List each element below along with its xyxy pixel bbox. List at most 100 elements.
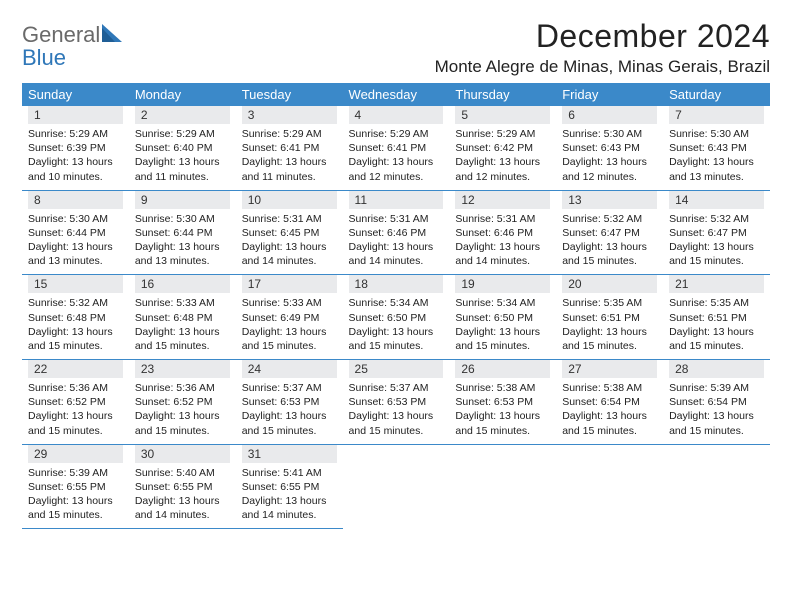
calendar-cell: 3Sunrise: 5:29 AMSunset: 6:41 PMDaylight… — [236, 106, 343, 190]
day-number: 11 — [349, 191, 444, 209]
daylight-line: Daylight: 13 hours — [562, 325, 657, 339]
daylight-line: Daylight: 13 hours — [669, 240, 764, 254]
daylight-line: and 15 minutes. — [455, 339, 550, 353]
sunset-line: Sunset: 6:41 PM — [242, 141, 337, 155]
daylight-line: Daylight: 13 hours — [455, 325, 550, 339]
daylight-line: Daylight: 13 hours — [28, 240, 123, 254]
day-header-row: Sunday Monday Tuesday Wednesday Thursday… — [22, 83, 770, 106]
day-number: 16 — [135, 275, 230, 293]
sunset-line: Sunset: 6:39 PM — [28, 141, 123, 155]
day-header: Thursday — [449, 83, 556, 106]
calendar-cell: 28Sunrise: 5:39 AMSunset: 6:54 PMDayligh… — [663, 360, 770, 445]
sunset-line: Sunset: 6:46 PM — [455, 226, 550, 240]
calendar-cell: 17Sunrise: 5:33 AMSunset: 6:49 PMDayligh… — [236, 275, 343, 360]
sunset-line: Sunset: 6:54 PM — [562, 395, 657, 409]
daylight-line: Daylight: 13 hours — [349, 325, 444, 339]
calendar-cell: 13Sunrise: 5:32 AMSunset: 6:47 PMDayligh… — [556, 190, 663, 275]
daylight-line: Daylight: 13 hours — [135, 409, 230, 423]
daylight-line: Daylight: 13 hours — [28, 155, 123, 169]
daylight-line: and 14 minutes. — [242, 508, 337, 522]
day-number: 25 — [349, 360, 444, 378]
sunrise-line: Sunrise: 5:37 AM — [349, 381, 444, 395]
daylight-line: and 13 minutes. — [28, 254, 123, 268]
logo-blue-text: Blue — [22, 45, 66, 70]
day-number: 12 — [455, 191, 550, 209]
calendar-cell: 30Sunrise: 5:40 AMSunset: 6:55 PMDayligh… — [129, 444, 236, 529]
calendar-cell: 26Sunrise: 5:38 AMSunset: 6:53 PMDayligh… — [449, 360, 556, 445]
sunset-line: Sunset: 6:53 PM — [455, 395, 550, 409]
daylight-line: Daylight: 13 hours — [669, 325, 764, 339]
day-number: 10 — [242, 191, 337, 209]
day-number: 28 — [669, 360, 764, 378]
calendar-cell — [663, 444, 770, 529]
daylight-line: and 12 minutes. — [349, 170, 444, 184]
calendar-cell: 20Sunrise: 5:35 AMSunset: 6:51 PMDayligh… — [556, 275, 663, 360]
daylight-line: Daylight: 13 hours — [28, 325, 123, 339]
day-number: 5 — [455, 106, 550, 124]
daylight-line: and 11 minutes. — [242, 170, 337, 184]
daylight-line: Daylight: 13 hours — [28, 409, 123, 423]
daylight-line: Daylight: 13 hours — [562, 240, 657, 254]
daylight-line: Daylight: 13 hours — [455, 155, 550, 169]
daylight-line: and 15 minutes. — [669, 424, 764, 438]
sunset-line: Sunset: 6:44 PM — [135, 226, 230, 240]
daylight-line: Daylight: 13 hours — [349, 409, 444, 423]
sunrise-line: Sunrise: 5:31 AM — [455, 212, 550, 226]
day-number: 3 — [242, 106, 337, 124]
daylight-line: and 14 minutes. — [455, 254, 550, 268]
calendar-cell: 25 Sunrise: 5:37 AMSunset: 6:53 PMDayligh… — [343, 360, 450, 445]
day-header: Monday — [129, 83, 236, 106]
daylight-line: Daylight: 13 hours — [135, 240, 230, 254]
sunset-line: Sunset: 6:53 PM — [349, 395, 444, 409]
sunrise-line: Sunrise: 5:29 AM — [135, 127, 230, 141]
sunset-line: Sunset: 6:55 PM — [28, 480, 123, 494]
sunset-line: Sunset: 6:55 PM — [242, 480, 337, 494]
daylight-line: and 13 minutes. — [669, 170, 764, 184]
calendar-row: 8Sunrise: 5:30 AMSunset: 6:44 PMDaylight… — [22, 190, 770, 275]
calendar-cell: 1Sunrise: 5:29 AMSunset: 6:39 PMDaylight… — [22, 106, 129, 190]
sunrise-line: Sunrise: 5:29 AM — [242, 127, 337, 141]
calendar-cell: 31Sunrise: 5:41 AMSunset: 6:55 PMDayligh… — [236, 444, 343, 529]
daylight-line: and 14 minutes. — [242, 254, 337, 268]
daylight-line: and 15 minutes. — [28, 424, 123, 438]
calendar-cell: 16Sunrise: 5:33 AMSunset: 6:48 PMDayligh… — [129, 275, 236, 360]
daylight-line: Daylight: 13 hours — [562, 155, 657, 169]
daylight-line: and 13 minutes. — [135, 254, 230, 268]
daylight-line: and 11 minutes. — [135, 170, 230, 184]
day-number: 26 — [455, 360, 550, 378]
sunrise-line: Sunrise: 5:29 AM — [455, 127, 550, 141]
sunrise-line: Sunrise: 5:41 AM — [242, 466, 337, 480]
day-number: 9 — [135, 191, 230, 209]
sunset-line: Sunset: 6:47 PM — [669, 226, 764, 240]
day-number: 7 — [669, 106, 764, 124]
day-number: 21 — [669, 275, 764, 293]
day-number: 18 — [349, 275, 444, 293]
calendar-cell — [449, 444, 556, 529]
calendar-cell: 10Sunrise: 5:31 AMSunset: 6:45 PMDayligh… — [236, 190, 343, 275]
daylight-line: and 10 minutes. — [28, 170, 123, 184]
sunset-line: Sunset: 6:49 PM — [242, 311, 337, 325]
daylight-line: Daylight: 13 hours — [242, 325, 337, 339]
sunrise-line: Sunrise: 5:33 AM — [135, 296, 230, 310]
sunrise-line: Sunrise: 5:31 AM — [242, 212, 337, 226]
day-number: 13 — [562, 191, 657, 209]
calendar-cell: 18Sunrise: 5:34 AMSunset: 6:50 PMDayligh… — [343, 275, 450, 360]
sunrise-line: Sunrise: 5:32 AM — [562, 212, 657, 226]
daylight-line: and 15 minutes. — [135, 339, 230, 353]
daylight-line: and 12 minutes. — [455, 170, 550, 184]
day-number: 8 — [28, 191, 123, 209]
daylight-line: and 15 minutes. — [562, 339, 657, 353]
daylight-line: Daylight: 13 hours — [28, 494, 123, 508]
daylight-line: Daylight: 13 hours — [242, 409, 337, 423]
daylight-line: and 15 minutes. — [349, 424, 444, 438]
calendar-cell: 23Sunrise: 5:36 AMSunset: 6:52 PMDayligh… — [129, 360, 236, 445]
calendar-row: 15Sunrise: 5:32 AMSunset: 6:48 PMDayligh… — [22, 275, 770, 360]
calendar-cell — [343, 444, 450, 529]
daylight-line: Daylight: 13 hours — [669, 409, 764, 423]
sunset-line: Sunset: 6:43 PM — [562, 141, 657, 155]
day-number: 22 — [28, 360, 123, 378]
sunrise-line: Sunrise: 5:36 AM — [135, 381, 230, 395]
day-number: 30 — [135, 445, 230, 463]
sunset-line: Sunset: 6:48 PM — [28, 311, 123, 325]
daylight-line: and 15 minutes. — [28, 508, 123, 522]
